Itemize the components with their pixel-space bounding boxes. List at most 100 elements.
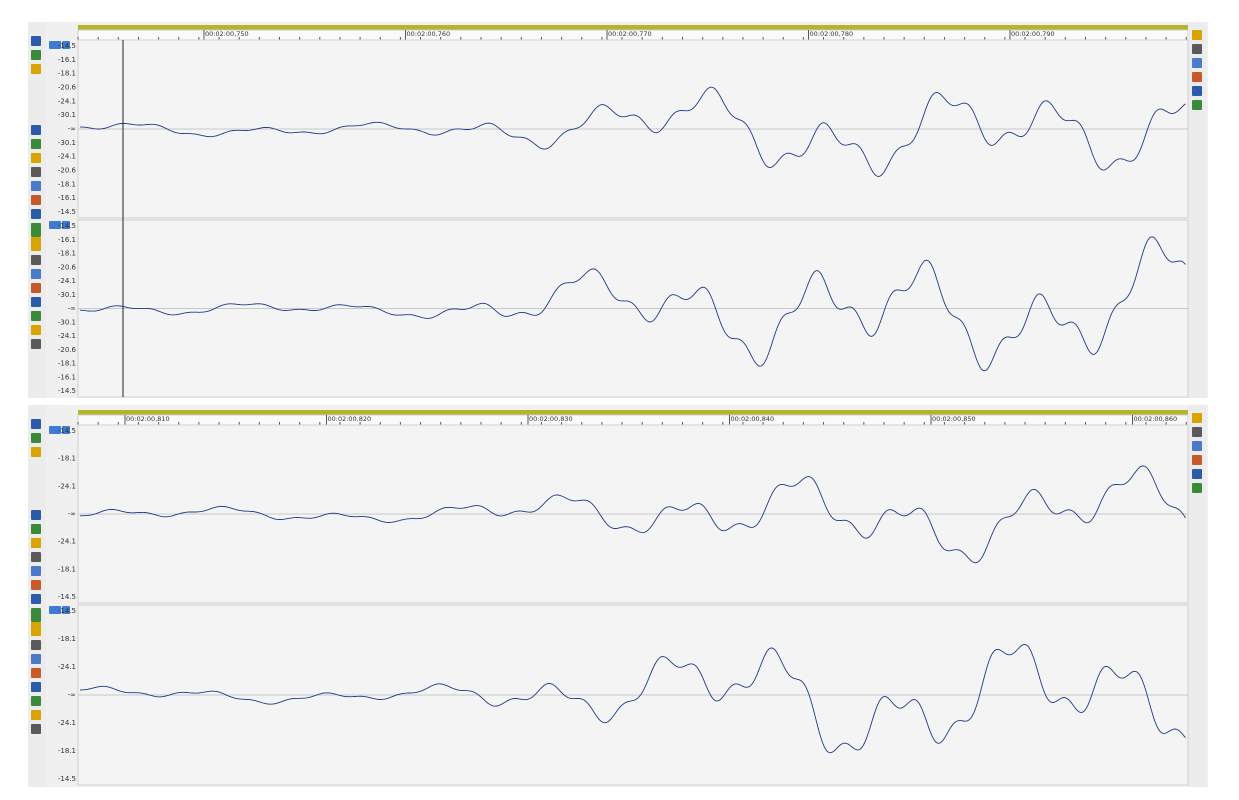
waveform [80, 86, 1186, 177]
tool-button[interactable] [31, 710, 41, 720]
tool-button[interactable] [31, 696, 41, 706]
tool-button[interactable] [31, 654, 41, 664]
scale-label: -20.6 [58, 84, 77, 92]
tool-button[interactable] [1192, 30, 1202, 40]
tool-button[interactable] [31, 241, 41, 251]
tool-button[interactable] [1192, 86, 1202, 96]
tool-button[interactable] [31, 227, 41, 237]
tool-button[interactable] [31, 339, 41, 349]
tool-button[interactable] [31, 64, 41, 74]
scale-label: -18.1 [58, 70, 76, 78]
ruler-bar [78, 410, 1188, 415]
scale-label: -24.1 [58, 663, 76, 671]
tool-button[interactable] [31, 139, 41, 149]
right-toolbar [1188, 22, 1206, 398]
tool-button[interactable] [31, 524, 41, 534]
scale-label: -24.1 [58, 538, 76, 546]
scale-label: -∞ [68, 305, 76, 313]
tool-button[interactable] [31, 640, 41, 650]
tool-button[interactable] [1192, 455, 1202, 465]
ruler-label: 00:02:00,750 [205, 30, 249, 38]
ruler-label: 00:02:00,820 [328, 415, 372, 423]
tool-button[interactable] [31, 283, 41, 293]
tool-button[interactable] [1192, 483, 1202, 493]
tool-button[interactable] [31, 510, 41, 520]
tool-button[interactable] [31, 167, 41, 177]
ruler-label: 00:02:00,850 [932, 415, 976, 423]
tool-button[interactable] [31, 50, 41, 60]
tool-button[interactable] [31, 195, 41, 205]
track-button[interactable] [49, 221, 61, 229]
scale-label: -14.5 [58, 222, 76, 230]
scale-label: -20.6 [58, 263, 77, 271]
ruler-label: 00:02:00,760 [407, 30, 451, 38]
scale-label: -14.5 [58, 593, 76, 601]
scale-label: -14.5 [58, 387, 76, 395]
tool-button[interactable] [31, 433, 41, 443]
tool-button[interactable] [31, 125, 41, 135]
tool-button[interactable] [31, 269, 41, 279]
track-button[interactable] [62, 221, 70, 229]
tool-button[interactable] [31, 580, 41, 590]
scale-label: -16.1 [58, 194, 76, 202]
scale-label: -18.1 [58, 250, 76, 258]
waveform [79, 236, 1186, 372]
scale-label: -18.1 [58, 180, 76, 188]
tool-button[interactable] [31, 612, 41, 622]
tool-button[interactable] [31, 724, 41, 734]
tool-button[interactable] [31, 538, 41, 548]
tool-button[interactable] [31, 153, 41, 163]
ruler-label: 00:02:00,780 [810, 30, 854, 38]
scale-label: -30.1 [58, 291, 76, 299]
track-button[interactable] [62, 41, 70, 49]
scale-label: -24.1 [58, 277, 76, 285]
waveform [79, 643, 1186, 754]
scale-label: -16.1 [58, 373, 76, 381]
scale-label: -∞ [68, 510, 76, 518]
ruler-label: 00:02:00,860 [1134, 415, 1178, 423]
scale-label: -14.5 [58, 42, 76, 50]
tool-button[interactable] [1192, 441, 1202, 451]
scale-label: -18.1 [58, 635, 76, 643]
tool-button[interactable] [1192, 469, 1202, 479]
scale-label: -24.1 [58, 97, 76, 105]
tool-button[interactable] [31, 552, 41, 562]
tool-button[interactable] [1192, 413, 1202, 423]
tool-button[interactable] [31, 682, 41, 692]
tool-button[interactable] [31, 594, 41, 604]
tool-button[interactable] [31, 255, 41, 265]
scale-label: -30.1 [58, 111, 76, 119]
scale-label: -14.5 [58, 427, 76, 435]
scale-label: -16.1 [58, 56, 76, 64]
tool-button[interactable] [31, 626, 41, 636]
tool-button[interactable] [1192, 427, 1202, 437]
track-button[interactable] [49, 41, 61, 49]
track-button[interactable] [62, 426, 70, 434]
ruler-label: 00:02:00,840 [731, 415, 775, 423]
tool-button[interactable] [31, 297, 41, 307]
tool-button[interactable] [31, 209, 41, 219]
tool-button[interactable] [31, 311, 41, 321]
ruler-label: 00:02:00,830 [529, 415, 573, 423]
tool-button[interactable] [1192, 58, 1202, 68]
tool-button[interactable] [31, 181, 41, 191]
tool-button[interactable] [1192, 72, 1202, 82]
tool-button[interactable] [1192, 44, 1202, 54]
scale-label: -14.5 [58, 775, 76, 783]
scale-label: -14.5 [58, 208, 76, 216]
tool-button[interactable] [31, 566, 41, 576]
scale-label: -16.1 [58, 236, 76, 244]
tool-button[interactable] [31, 36, 41, 46]
tool-button[interactable] [31, 419, 41, 429]
tool-button[interactable] [31, 325, 41, 335]
tool-button[interactable] [1192, 100, 1202, 110]
scale-label: -18.1 [58, 747, 76, 755]
track-button[interactable] [49, 606, 61, 614]
scale-label: -24.1 [58, 332, 76, 340]
track-button[interactable] [49, 426, 61, 434]
tool-button[interactable] [31, 447, 41, 457]
tool-button[interactable] [31, 668, 41, 678]
ruler-label: 00:02:00,790 [1011, 30, 1055, 38]
track-button[interactable] [62, 606, 70, 614]
